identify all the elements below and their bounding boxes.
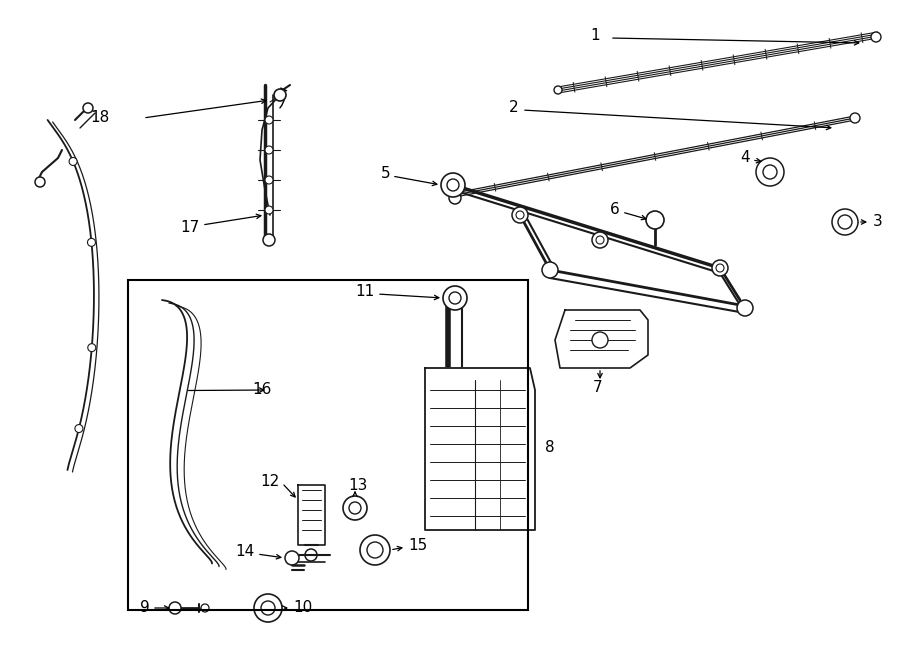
Circle shape [592,232,608,248]
Text: 18: 18 [90,110,109,126]
Text: 12: 12 [261,475,280,490]
Circle shape [69,157,77,165]
Text: 4: 4 [741,151,750,165]
Text: 11: 11 [356,284,375,299]
Text: 17: 17 [181,221,200,235]
Circle shape [512,207,528,223]
Circle shape [83,103,93,113]
Text: 5: 5 [381,167,390,182]
Circle shape [443,286,467,310]
Circle shape [716,264,724,272]
Circle shape [763,165,777,179]
Circle shape [87,239,95,247]
Circle shape [447,179,459,191]
Circle shape [201,604,209,612]
Circle shape [265,206,273,214]
Text: 3: 3 [873,215,883,229]
Text: 10: 10 [293,600,312,615]
Text: 16: 16 [252,383,272,397]
Circle shape [832,209,858,235]
Circle shape [592,332,608,348]
Circle shape [261,601,275,615]
Circle shape [360,535,390,565]
Text: 7: 7 [593,381,603,395]
Circle shape [349,502,361,514]
Circle shape [263,234,275,246]
Circle shape [305,549,317,561]
Circle shape [542,262,558,278]
Text: 13: 13 [348,477,367,492]
Circle shape [646,211,664,229]
Circle shape [516,211,524,219]
Circle shape [88,344,95,352]
Circle shape [441,173,465,197]
Circle shape [756,158,784,186]
Circle shape [838,215,852,229]
Circle shape [75,424,83,432]
Circle shape [596,236,604,244]
Polygon shape [298,485,325,545]
Circle shape [367,542,383,558]
Polygon shape [555,310,648,368]
Circle shape [737,300,753,316]
Circle shape [285,551,299,565]
Text: 15: 15 [408,537,427,553]
Text: 8: 8 [545,440,554,455]
Circle shape [871,32,881,42]
Text: 2: 2 [508,100,518,116]
Circle shape [850,113,860,123]
Circle shape [449,192,461,204]
Circle shape [35,177,45,187]
Text: 6: 6 [610,202,620,217]
Circle shape [343,496,367,520]
Circle shape [265,176,273,184]
Circle shape [254,594,282,622]
Polygon shape [425,368,535,530]
Bar [128,280,528,610]
Circle shape [265,116,273,124]
Text: 1: 1 [590,28,600,42]
Circle shape [449,292,461,304]
Circle shape [712,260,728,276]
Circle shape [265,146,273,154]
Circle shape [274,89,286,101]
Text: 9: 9 [140,600,150,615]
Circle shape [554,86,562,94]
Circle shape [169,602,181,614]
Text: 14: 14 [236,545,255,559]
